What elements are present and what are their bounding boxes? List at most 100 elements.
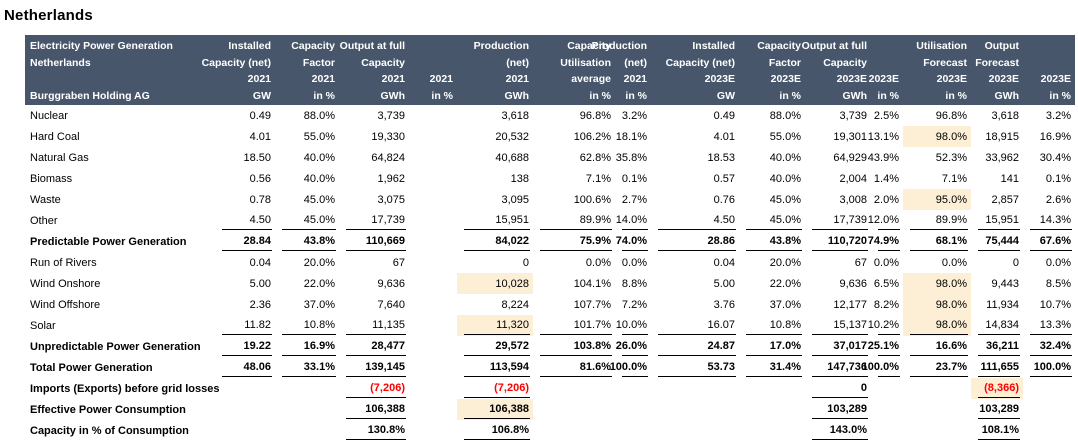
value-cell [1023, 399, 1075, 420]
value-cell: 107.7% [573, 299, 611, 311]
header-line: Netherlands [30, 56, 91, 69]
value-cell: 23.7% [903, 357, 971, 378]
value-cell: 28.84 [215, 231, 275, 252]
header-line: Forecast [923, 56, 967, 69]
header-column: Production (net) 2021 in % [592, 35, 651, 105]
value-cell: 40.0% [303, 152, 335, 164]
table-row: Predictable Power Generation 28.84 43.8% 11… [25, 231, 1075, 252]
value-cell: 20.0% [303, 257, 335, 269]
header-line: Burggraben Holding AG [30, 89, 150, 102]
value-cell: 96.8% [935, 110, 967, 122]
header-line: 2021 [505, 73, 529, 86]
value-cell: 2,004 [839, 173, 867, 185]
value-cell: 3,618 [991, 110, 1019, 122]
value-cell: 100.0% [610, 357, 651, 378]
row-label: Effective Power Consumption [30, 404, 186, 416]
value-cell: 139,145 [339, 357, 409, 378]
value-cell: 101.7% [533, 315, 615, 336]
row-label: Biomass [30, 173, 73, 185]
page-title: Netherlands [4, 7, 93, 24]
value-cell [409, 273, 457, 294]
value-cell [533, 378, 615, 399]
value-cell: 0.04 [713, 257, 735, 269]
value-cell: 14.0% [615, 210, 651, 231]
table-row: Nuclear 0.49 88.0% 3,739 3,618 96.8% 3.2% 0.49 8… [25, 105, 1075, 126]
value-cell: 18.50 [243, 152, 271, 164]
value-cell [533, 399, 615, 420]
value-cell: 53.73 [651, 357, 739, 378]
value-cell: 45.0% [769, 194, 801, 206]
header-line: Capacity [361, 56, 405, 69]
value-cell: 8.8% [621, 278, 647, 290]
value-cell: 40.0% [769, 152, 801, 164]
table-row: Wind Onshore 5.00 22.0% 9,636 10,028 104.1% 8.… [25, 273, 1075, 294]
value-cell: 7,640 [377, 299, 405, 311]
row-label: Wind Onshore [30, 278, 101, 290]
header-line: Installed [692, 40, 735, 53]
value-cell: 3,739 [377, 110, 405, 122]
row-label: Predictable Power Generation [30, 236, 187, 248]
value-cell: 16.9% [1039, 131, 1071, 143]
value-cell: 0.1% [1045, 173, 1071, 185]
header-column: Capacity Factor 2023E in % [739, 35, 805, 105]
value-cell: 2.6% [1045, 194, 1071, 206]
value-cell: 9,443 [991, 278, 1019, 290]
value-cell: 67 [392, 257, 405, 269]
header-line: Electricity Power Generation [30, 40, 173, 53]
table-header: Electricity Power Generation Netherlands B… [25, 35, 1075, 105]
header-line: 2023E [936, 73, 967, 86]
header-column: 2023E in % [869, 35, 903, 105]
value-cell [903, 420, 971, 441]
header-line: Output at full [801, 40, 867, 53]
header-column: Capacity Utilisation average in % [533, 35, 615, 105]
value-cell: 64,929 [833, 152, 867, 164]
value-cell: 104.1% [573, 278, 611, 290]
value-cell: 9,636 [377, 278, 405, 290]
value-cell: 106.8% [457, 420, 533, 441]
value-cell: 0.0% [873, 257, 899, 269]
value-cell: 30.4% [1039, 152, 1071, 164]
value-cell [1023, 420, 1075, 441]
value-cell [275, 399, 339, 420]
value-cell: 16.9% [275, 336, 339, 357]
value-cell: 0.0% [941, 257, 967, 269]
header-line: Factor [302, 56, 335, 69]
header-line: in % [1049, 89, 1071, 102]
header-line: Factor [768, 56, 801, 69]
value-cell: 55.0% [303, 131, 335, 143]
header-line: 2023E [836, 73, 867, 86]
value-cell: 68.1% [903, 231, 971, 252]
value-cell: 15,137 [805, 315, 871, 336]
header-column: 2021 in % [409, 35, 457, 105]
value-cell: 37.0% [303, 299, 335, 311]
header-line: Capacity [823, 56, 867, 69]
value-cell [409, 105, 457, 126]
header-column: Utilisation Forecast 2023E in % [903, 35, 971, 105]
value-cell: 4.01 [249, 131, 271, 143]
header-line: in % [313, 89, 335, 102]
header-line [409, 55, 457, 72]
value-cell: 2.7% [621, 194, 647, 206]
header-line: Utilisation [560, 56, 611, 69]
table-row: Solar 11.82 10.8% 11,135 11,320 101.7% 10.0% 16… [25, 315, 1075, 336]
value-cell: 19,301 [833, 131, 867, 143]
value-cell: 67.6% [1023, 231, 1075, 252]
value-cell: 3.76 [713, 299, 735, 311]
value-cell: 64,824 [371, 152, 405, 164]
value-cell [409, 357, 457, 378]
value-cell: 18,915 [985, 131, 1019, 143]
value-cell: 16.6% [903, 336, 971, 357]
value-cell: 10.0% [615, 315, 651, 336]
value-cell: 14,834 [971, 315, 1023, 336]
header-line: (net) [506, 56, 529, 69]
value-cell: 95.0% [903, 189, 971, 210]
value-cell: 9,636 [839, 278, 867, 290]
header-column: Output at full Capacity 2021 GWh [339, 35, 409, 105]
value-cell: 106,388 [339, 399, 409, 420]
value-cell [409, 126, 457, 147]
value-cell: (8,366) [971, 378, 1023, 399]
header-line: 2023E [988, 73, 1019, 86]
value-cell: 106,388 [457, 399, 533, 420]
value-cell: 106.2% [573, 131, 611, 143]
table-row: Wind Offshore 2.36 37.0% 7,640 8,224 107.7% 7.… [25, 294, 1075, 315]
